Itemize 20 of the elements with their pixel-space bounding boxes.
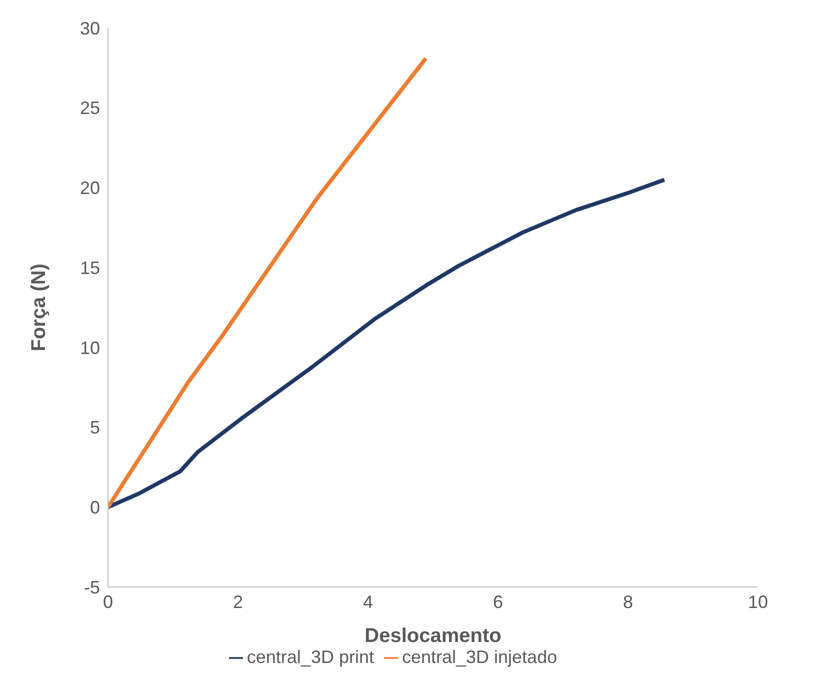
x-tick-label: 8 [622, 592, 634, 612]
x-axis-title: Deslocamento [364, 625, 502, 647]
y-tick-label: 20 [80, 178, 100, 198]
y-tick-label: -5 [84, 577, 100, 598]
y-tick-label: 10 [80, 338, 100, 358]
y-tick-label: 15 [80, 258, 100, 278]
x-tick-label: 0 [102, 592, 114, 612]
x-tick-label: 10 [748, 592, 768, 612]
x-tick-label: 4 [362, 592, 374, 612]
line-series [108, 178, 666, 510]
y-tick-label: 25 [80, 98, 100, 118]
y-tick-label: 5 [90, 418, 100, 438]
x-tick-label: 2 [232, 592, 244, 612]
x-tick-label: 6 [492, 592, 504, 612]
line-series [108, 56, 428, 510]
legend-label: central_3D print [246, 647, 374, 667]
y-tick-label: 30 [80, 18, 100, 38]
y-axis-title: Força (N) [28, 264, 50, 352]
legend-label: central_3D injetado [402, 647, 558, 667]
y-tick-label: 0 [90, 498, 100, 518]
